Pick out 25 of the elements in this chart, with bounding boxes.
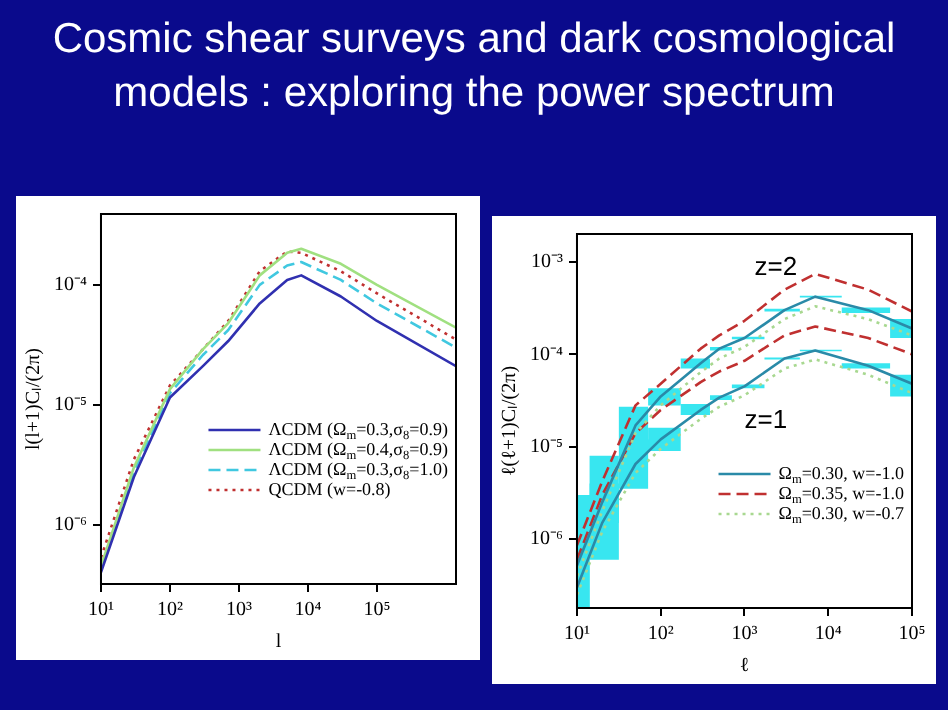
x-tick-label: 10⁵: [898, 623, 926, 646]
x-tick-label: 10³: [731, 623, 758, 646]
y-tick-label: 10⁻⁶: [529, 528, 564, 551]
x-tick-label: 10²: [647, 623, 674, 646]
y-tick-label: 10⁻⁶: [53, 513, 88, 536]
chart-title: Cosmic shear surveys and dark cosmological models : exploring the power spectrum: [50, 14, 898, 120]
y-tick-label: 10⁻⁵: [529, 435, 563, 458]
x-tick-label: 10⁵: [363, 599, 391, 622]
legend-label: QCDM (w=-0.8): [268, 478, 391, 499]
x-tick-label: 10⁴: [814, 623, 843, 646]
y-tick-label: 10⁻⁴: [529, 343, 564, 366]
y-tick-label: 10⁻⁵: [53, 394, 87, 417]
x-tick-label: 10¹: [563, 623, 590, 646]
y-tick-label: 10⁻³: [530, 251, 563, 274]
annotation: z=1: [744, 404, 788, 435]
x-tick-label: 10⁴: [294, 599, 323, 622]
x-axis-title: ℓ: [739, 655, 750, 678]
x-tick-label: 10³: [225, 599, 252, 622]
y-axis-title: l(l+1)Cₗ/(2π): [23, 347, 46, 451]
y-tick-label: 10⁻⁴: [53, 274, 88, 297]
x-tick-label: 10²: [156, 599, 183, 622]
y-axis-title: ℓ(ℓ+1)Cₗ/(2π): [499, 365, 522, 477]
x-tick-label: 10¹: [87, 599, 114, 622]
x-axis-title: l: [275, 631, 282, 654]
annotation: z=2: [754, 250, 798, 281]
